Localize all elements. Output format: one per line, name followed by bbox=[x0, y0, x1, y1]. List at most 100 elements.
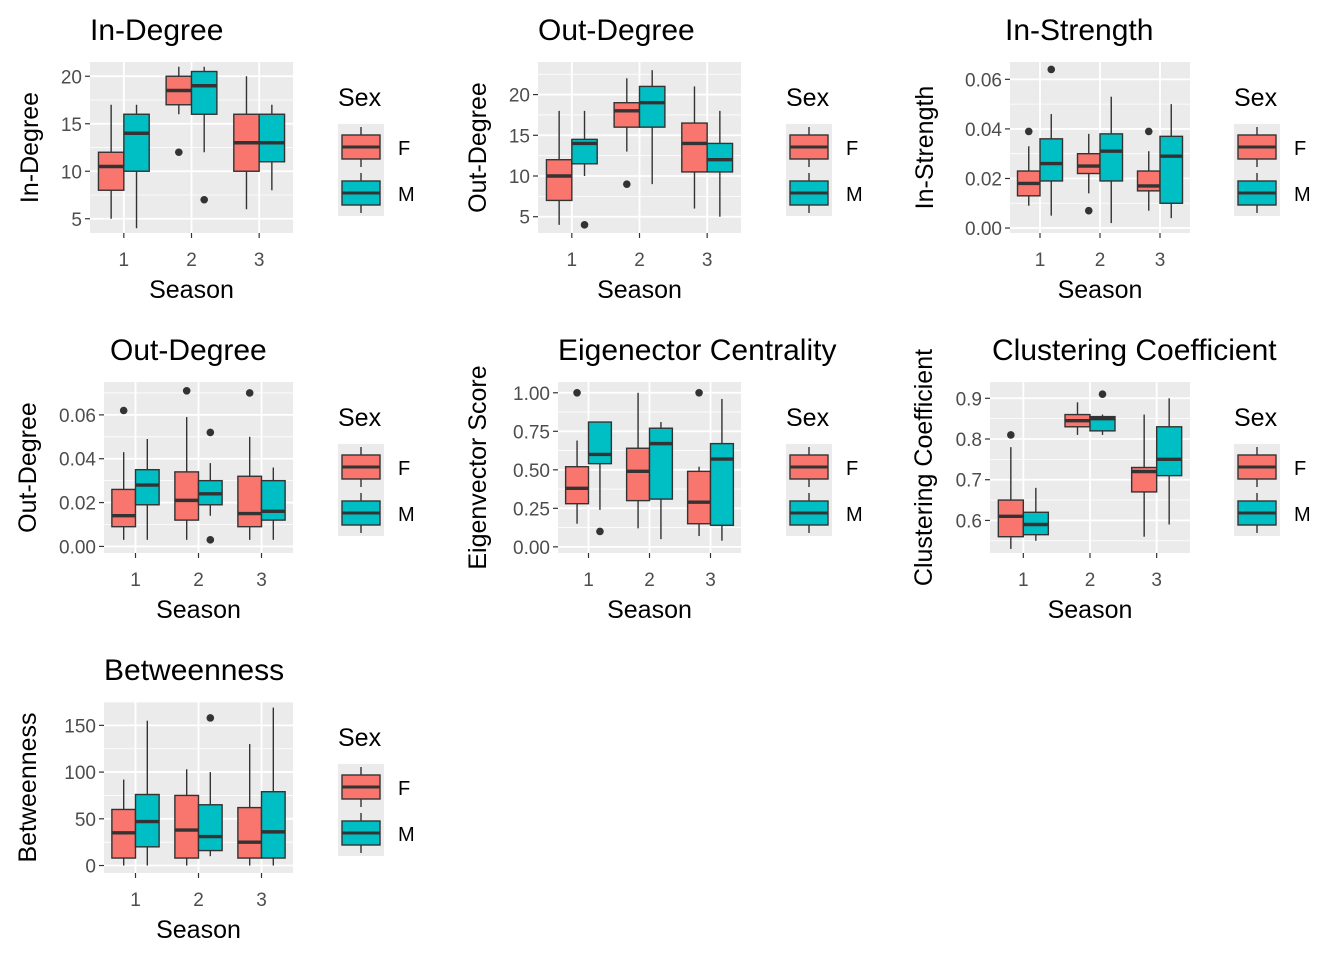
box-iqr bbox=[97, 151, 125, 191]
outlier-point bbox=[200, 195, 208, 204]
chart-title: Eigenector Centrality bbox=[558, 334, 836, 367]
outlier-point bbox=[1024, 127, 1033, 136]
box-M-season-1 bbox=[123, 104, 150, 229]
x-axis-title: Season bbox=[597, 276, 682, 304]
outlier-point bbox=[580, 221, 589, 229]
legend-label-F: F bbox=[398, 138, 410, 160]
legend-key-M bbox=[338, 170, 384, 216]
x-axis-title: Season bbox=[156, 596, 241, 624]
chart-title: Out-Degree bbox=[110, 334, 267, 367]
outlier-point bbox=[175, 148, 183, 157]
outlier-point bbox=[206, 428, 215, 437]
legend-key-M bbox=[786, 170, 832, 216]
x-tick-label: 1 bbox=[130, 890, 141, 911]
x-tick-label: 1 bbox=[1018, 570, 1029, 591]
legend-key-F bbox=[1234, 124, 1280, 170]
box-iqr bbox=[260, 791, 286, 859]
x-axis-title: Season bbox=[149, 276, 234, 304]
y-tick-label: 20 bbox=[61, 67, 82, 88]
box-iqr bbox=[1155, 426, 1183, 477]
x-tick-label: 1 bbox=[1035, 250, 1046, 271]
legend-key-M bbox=[1234, 490, 1280, 536]
y-axis-title: Eigenvector Score bbox=[464, 365, 492, 569]
y-tick-label: 50 bbox=[75, 810, 96, 831]
y-tick-label: 0.00 bbox=[513, 538, 550, 559]
y-tick-label: 150 bbox=[64, 716, 96, 737]
y-tick-label: 0.02 bbox=[965, 169, 1002, 190]
box-iqr bbox=[706, 142, 734, 173]
legend-label-F: F bbox=[398, 458, 410, 480]
box-M-season-1 bbox=[587, 421, 613, 536]
x-tick-label: 2 bbox=[634, 250, 645, 271]
legend-key-F bbox=[338, 124, 384, 170]
box-F-season-3 bbox=[686, 388, 712, 537]
subplot-4: 0.00 0.02 0.04 0.06 1 2 3 Out-Degree Season Out-D… bbox=[14, 334, 415, 624]
legend-title: Sex bbox=[338, 84, 382, 112]
box-M-season-1 bbox=[134, 720, 160, 866]
outlier-point bbox=[1098, 390, 1107, 399]
outlier-point bbox=[623, 180, 631, 188]
x-tick-label: 2 bbox=[1085, 570, 1096, 591]
legend-key-F bbox=[338, 764, 384, 810]
outlier-point bbox=[245, 389, 254, 397]
box-M-season-3 bbox=[258, 104, 286, 191]
y-tick-label: 0.06 bbox=[965, 70, 1002, 91]
box-F-season-1 bbox=[564, 388, 590, 524]
legend-label-F: F bbox=[1294, 458, 1306, 480]
outlier-point bbox=[573, 388, 581, 397]
box-iqr bbox=[545, 159, 573, 202]
legend: Sex F M bbox=[1234, 84, 1311, 216]
box-F-season-1 bbox=[111, 406, 137, 540]
box-iqr bbox=[174, 471, 200, 521]
box-iqr bbox=[237, 806, 263, 859]
y-axis-title: Clustering Coefficient bbox=[910, 349, 938, 586]
legend-key-M bbox=[338, 810, 384, 856]
outlier-point bbox=[1084, 206, 1093, 215]
box-M-season-1 bbox=[1022, 487, 1050, 541]
legend-title: Sex bbox=[338, 404, 382, 432]
outlier-point bbox=[1007, 431, 1015, 439]
legend-title: Sex bbox=[786, 84, 830, 112]
box-F-season-2 bbox=[1064, 402, 1091, 435]
legend-label-M: M bbox=[398, 184, 415, 206]
legend: Sex F M bbox=[1234, 404, 1311, 536]
y-tick-label: 0.04 bbox=[965, 120, 1002, 141]
x-axis-title: Season bbox=[156, 916, 241, 944]
box-iqr bbox=[686, 470, 712, 525]
box-M-season-3 bbox=[260, 707, 286, 866]
legend-key-M bbox=[1234, 170, 1280, 216]
legend-title: Sex bbox=[1234, 84, 1278, 112]
x-tick-label: 2 bbox=[193, 890, 204, 911]
subplot-7: 0 50 100 150 1 2 3 Betweenness Season Betweenness… bbox=[14, 654, 415, 944]
box-iqr bbox=[1039, 138, 1064, 182]
legend-label-M: M bbox=[846, 184, 863, 206]
box-F-season-1 bbox=[545, 110, 573, 225]
box-M-season-2 bbox=[197, 714, 223, 857]
y-tick-label: 0 bbox=[85, 857, 96, 878]
box-iqr bbox=[638, 85, 666, 128]
y-tick-label: 10 bbox=[61, 162, 82, 183]
outlier-point bbox=[182, 386, 191, 395]
box-F-season-1 bbox=[111, 779, 137, 866]
y-tick-label: 0.04 bbox=[59, 450, 96, 471]
y-axis-title: Out-Degree bbox=[14, 402, 42, 533]
y-tick-label: 0.06 bbox=[59, 406, 96, 427]
x-tick-label: 2 bbox=[193, 570, 204, 591]
legend: Sex F M bbox=[338, 724, 415, 856]
box-F-season-2 bbox=[1076, 133, 1101, 215]
x-tick-label: 2 bbox=[644, 570, 655, 591]
y-tick-label: 0.75 bbox=[513, 422, 550, 443]
y-tick-label: 0.7 bbox=[956, 471, 982, 492]
box-M-season-2 bbox=[190, 66, 218, 204]
legend-title: Sex bbox=[1234, 404, 1278, 432]
chart-title: Betweenness bbox=[104, 654, 284, 687]
subplot-3: 0.00 0.02 0.04 0.06 1 2 3 In-Strength Season In-S… bbox=[911, 14, 1311, 304]
legend-label-M: M bbox=[846, 504, 863, 526]
box-iqr bbox=[648, 427, 674, 500]
y-tick-label: 0.02 bbox=[59, 494, 96, 515]
box-F-season-1 bbox=[1016, 127, 1041, 206]
legend-label-M: M bbox=[398, 824, 415, 846]
y-tick-label: 5 bbox=[71, 210, 82, 231]
legend-key-F bbox=[786, 444, 832, 490]
